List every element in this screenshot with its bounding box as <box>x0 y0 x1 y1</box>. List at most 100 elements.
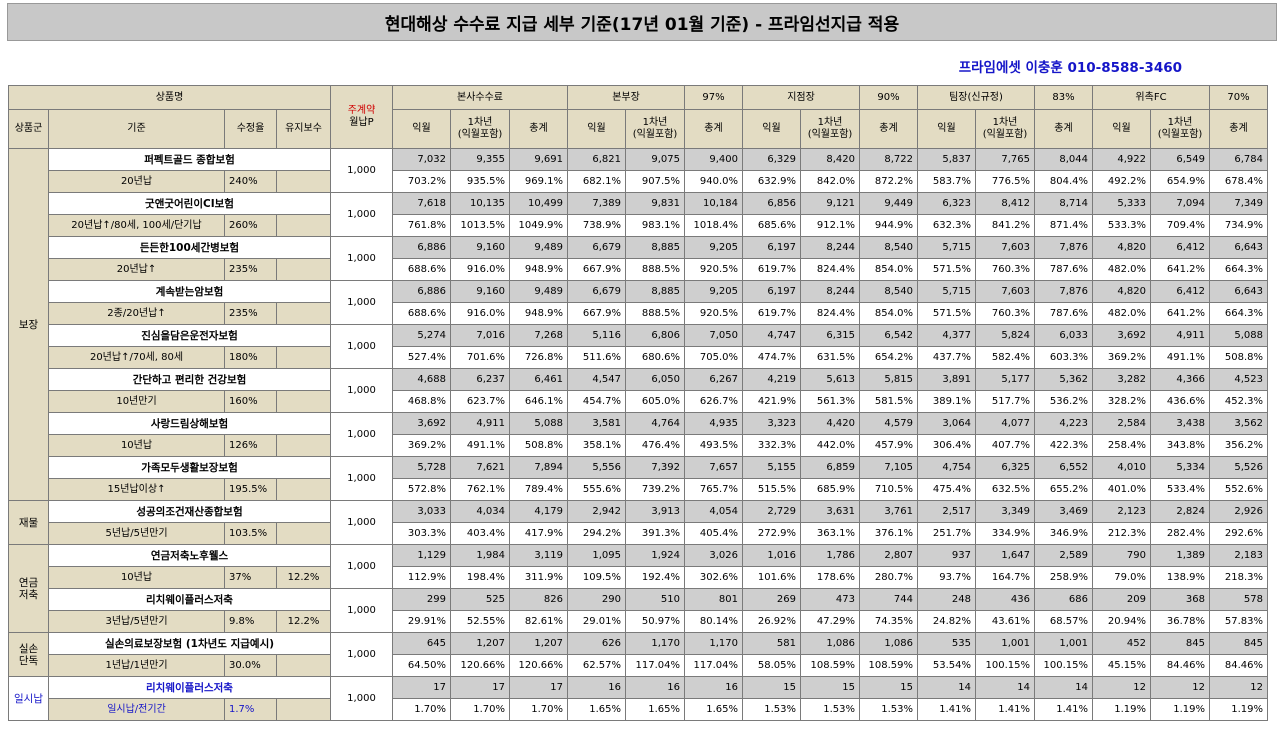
commission-amount: 5,362 <box>1034 368 1093 391</box>
header-maintenance: 유지보수 <box>276 109 331 149</box>
commission-percent: 369.2% <box>1092 346 1151 369</box>
commission-percent: 776.5% <box>975 170 1035 193</box>
commission-percent: 1.19% <box>1150 698 1210 721</box>
subheader-total: 총계 <box>509 109 568 149</box>
commission-percent: 346.9% <box>1034 522 1093 545</box>
commission-amount: 12 <box>1209 676 1268 699</box>
subheader-first-year-line1: 1차년 <box>817 117 843 128</box>
commission-percent: 50.97% <box>625 610 685 633</box>
commission-percent: 79.0% <box>1092 566 1151 589</box>
commission-percent: 619.7% <box>742 302 801 325</box>
subheader-first-year: 1차년 (익월포함) <box>450 109 510 149</box>
commission-percent: 726.8% <box>509 346 568 369</box>
commission-amount: 248 <box>917 588 976 611</box>
commission-percent: 935.5% <box>450 170 510 193</box>
commission-amount: 1,016 <box>742 544 801 567</box>
commission-percent: 356.2% <box>1209 434 1268 457</box>
commission-percent: 343.8% <box>1150 434 1210 457</box>
commission-percent: 1.19% <box>1209 698 1268 721</box>
monthly-premium: 1,000 <box>330 544 393 589</box>
commission-percent: 623.7% <box>450 390 510 413</box>
commission-amount: 16 <box>567 676 626 699</box>
commission-amount: 6,821 <box>567 148 626 171</box>
commission-percent: 1.70% <box>450 698 510 721</box>
commission-percent: 280.7% <box>859 566 918 589</box>
product-row: 계속받는암보험 1,000 6,886 9,160 9,489 6,679 8,885 9,2… <box>9 280 1268 325</box>
commission-amount: 744 <box>859 588 918 611</box>
commission-amount: 4,377 <box>917 324 976 347</box>
commission-amount: 17 <box>509 676 568 699</box>
commission-percent: 907.5% <box>625 170 685 193</box>
monthly-premium: 1,000 <box>330 500 393 545</box>
commission-percent: 120.66% <box>509 654 568 677</box>
commission-percent: 358.1% <box>567 434 626 457</box>
commission-percent: 101.6% <box>742 566 801 589</box>
commission-percent: 376.1% <box>859 522 918 545</box>
commission-percent: 872.2% <box>859 170 918 193</box>
commission-percent: 701.6% <box>450 346 510 369</box>
adjusted-rate: 30.0% <box>224 654 277 677</box>
payment-basis: 10년납 <box>48 434 225 457</box>
subheader-next-month: 익월 <box>392 109 451 149</box>
commission-percent: 1.65% <box>567 698 626 721</box>
commission-amount: 2,589 <box>1034 544 1093 567</box>
commission-percent: 74.35% <box>859 610 918 633</box>
commission-amount: 5,526 <box>1209 456 1268 479</box>
commission-amount: 4,420 <box>800 412 860 435</box>
commission-percent: 571.5% <box>917 302 976 325</box>
monthly-premium: 1,000 <box>330 412 393 457</box>
commission-amount: 6,050 <box>625 368 685 391</box>
commission-percent: 272.9% <box>742 522 801 545</box>
commission-percent: 491.1% <box>450 434 510 457</box>
commission-percent: 474.7% <box>742 346 801 369</box>
commission-percent: 841.2% <box>975 214 1035 237</box>
adjusted-rate: 160% <box>224 390 277 413</box>
commission-percent: 212.3% <box>1092 522 1151 545</box>
commission-amount: 9,831 <box>625 192 685 215</box>
commission-percent: 680.6% <box>625 346 685 369</box>
commission-percent: 109.5% <box>567 566 626 589</box>
commission-amount: 9,355 <box>450 148 510 171</box>
commission-percent: 664.3% <box>1209 258 1268 281</box>
payment-basis: 일시납/전기간 <box>48 698 225 721</box>
product-detail-row: 1년납/1년만기 30.0% 64.50% 120.66% 120.66% 62.57% 1… <box>9 654 1268 677</box>
maintenance-fee <box>276 522 331 545</box>
product-row: 간단하고 편리한 건강보험 1,000 4,688 6,237 6,461 4,547 6,… <box>9 368 1268 413</box>
commission-amount: 7,603 <box>975 236 1035 259</box>
commission-percent: 100.15% <box>975 654 1035 677</box>
commission-percent: 571.5% <box>917 258 976 281</box>
commission-amount: 3,323 <box>742 412 801 435</box>
commission-amount: 6,679 <box>567 236 626 259</box>
commission-percent: 948.9% <box>509 258 568 281</box>
commission-percent: 36.78% <box>1150 610 1210 633</box>
commission-percent: 605.0% <box>625 390 685 413</box>
category-cell: 재물 <box>8 500 49 545</box>
commission-amount: 8,044 <box>1034 148 1093 171</box>
maintenance-fee <box>276 214 331 237</box>
commission-amount: 6,325 <box>975 456 1035 479</box>
commission-amount: 1,786 <box>800 544 860 567</box>
commission-percent: 369.2% <box>392 434 451 457</box>
product-detail-row: 10년납 126% 369.2% 491.1% 508.8% 358.1% 476.4% 49… <box>9 434 1268 457</box>
commission-percent: 572.8% <box>392 478 451 501</box>
maintenance-fee <box>276 346 331 369</box>
product-detail-row: 5년납/5년만기 103.5% 303.3% 403.4% 417.9% 294.2% 39… <box>9 522 1268 545</box>
commission-percent: 1.70% <box>392 698 451 721</box>
commission-amount: 16 <box>684 676 743 699</box>
commission-amount: 6,643 <box>1209 236 1268 259</box>
commission-amount: 4,179 <box>509 500 568 523</box>
commission-percent: 328.2% <box>1092 390 1151 413</box>
commission-percent: 765.7% <box>684 478 743 501</box>
product-row: 연금 저축 연금저축노후웰스 1,000 1,129 1,984 3,119 1,095 1,… <box>8 544 1268 633</box>
commission-amount: 7,032 <box>392 148 451 171</box>
commission-amount: 5,155 <box>742 456 801 479</box>
product-name: 진심을담은운전자보험 <box>48 324 331 347</box>
commission-amount: 3,761 <box>859 500 918 523</box>
commission-percent: 619.7% <box>742 258 801 281</box>
product-name: 굿앤굿어린이CI보험 <box>48 192 331 215</box>
monthly-premium: 1,000 <box>330 368 393 413</box>
commission-amount: 4,077 <box>975 412 1035 435</box>
maintenance-fee: 12.2% <box>276 566 331 589</box>
commission-percent: 760.3% <box>975 302 1035 325</box>
commission-percent: 84.46% <box>1209 654 1268 677</box>
